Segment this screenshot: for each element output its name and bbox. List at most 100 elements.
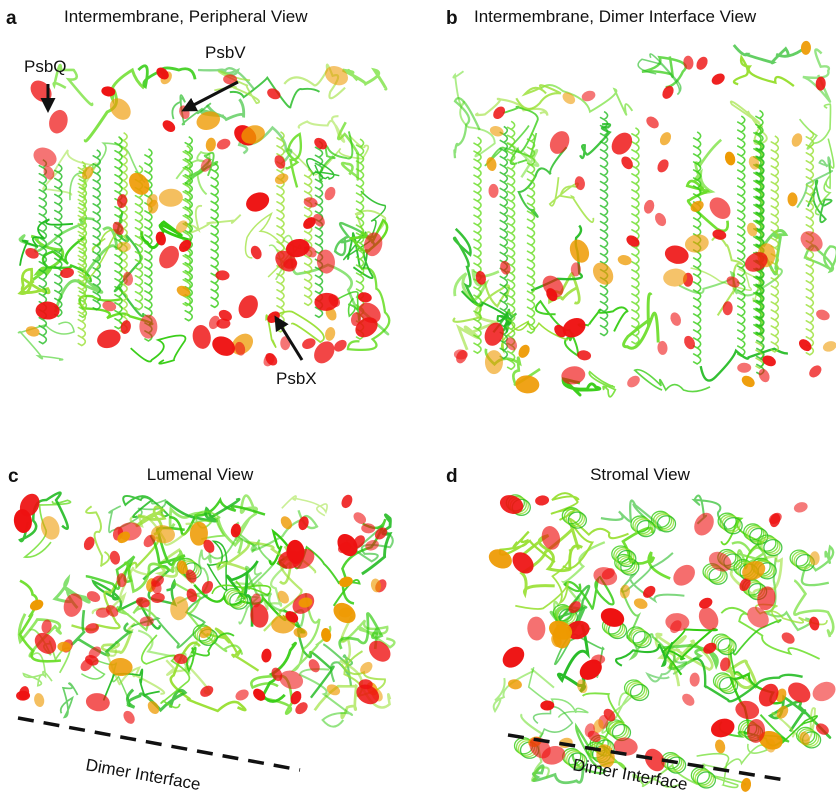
panel-letter: c: [8, 466, 19, 487]
backbone: [734, 57, 794, 86]
annotation: Dimer Interface: [84, 755, 202, 794]
annotation: PsbV: [205, 43, 246, 62]
blob: [26, 76, 56, 106]
backbone: [282, 496, 327, 516]
blob: [46, 108, 70, 136]
blob: [809, 551, 819, 565]
blob: [575, 678, 589, 694]
blob: [546, 128, 573, 158]
backbone: [516, 85, 561, 109]
blob: [155, 242, 183, 272]
backbone: [624, 294, 659, 348]
blob: [589, 259, 618, 289]
blob: [780, 630, 797, 646]
blob: [84, 622, 100, 635]
blob: [821, 339, 836, 353]
blob: [669, 311, 683, 328]
blob: [119, 319, 132, 335]
structures: [13, 41, 836, 793]
blob: [644, 114, 661, 131]
panel-letter: b: [446, 8, 458, 29]
blob: [695, 604, 722, 634]
blob: [655, 157, 671, 174]
panel-letter: d: [446, 466, 458, 487]
blob: [330, 599, 360, 628]
backbone: [131, 335, 186, 363]
blob: [657, 341, 668, 356]
backbone: [550, 177, 594, 222]
backbone: [816, 139, 834, 215]
backbone: [234, 510, 317, 550]
backbone: [800, 104, 831, 149]
helix: [601, 112, 608, 336]
backbone: [104, 669, 160, 700]
annotation: PsbQ: [24, 57, 67, 76]
panel-title: Lumenal View: [147, 465, 254, 484]
blob: [160, 118, 177, 135]
blob: [117, 242, 131, 252]
helix: [145, 149, 152, 341]
blob: [85, 691, 112, 713]
blob: [576, 349, 591, 361]
blob: [694, 55, 710, 72]
blob: [625, 373, 642, 389]
blob: [669, 561, 699, 590]
arrow: [184, 82, 238, 110]
blob: [485, 156, 497, 172]
backbone: [166, 499, 239, 521]
blob: [723, 150, 736, 166]
blob: [663, 268, 688, 288]
blob: [121, 709, 137, 726]
backbone: [23, 653, 52, 686]
blob: [339, 493, 354, 510]
blob: [357, 291, 373, 303]
blob: [261, 648, 273, 663]
blob: [737, 363, 751, 373]
blob: [24, 246, 41, 261]
blob: [234, 687, 251, 702]
blob: [535, 495, 550, 507]
blob: [139, 314, 157, 338]
blob: [815, 308, 832, 322]
panel-letter: a: [6, 8, 17, 29]
helix: [738, 116, 745, 356]
backbone: [731, 620, 781, 679]
blob: [499, 642, 529, 671]
blob: [722, 301, 733, 316]
panel-title: Intermembrane, Dimer Interface View: [474, 7, 757, 26]
blob: [273, 171, 290, 186]
annotation: PsbX: [276, 369, 317, 388]
blob: [273, 153, 288, 170]
blob: [527, 616, 546, 641]
helix: [211, 163, 218, 307]
figure: a Intermembrane, Peripheral View b Inter…: [0, 0, 836, 798]
blob: [689, 672, 700, 687]
blob: [507, 678, 522, 690]
blob: [338, 575, 354, 589]
blob: [109, 550, 122, 566]
backbone: [803, 49, 830, 101]
backbone: [287, 134, 301, 187]
blob: [159, 188, 184, 207]
blob: [33, 692, 45, 708]
blob: [801, 41, 812, 56]
blob: [30, 144, 59, 170]
helix: [474, 137, 481, 353]
blob: [790, 132, 804, 149]
blob: [485, 350, 503, 374]
blob: [332, 337, 349, 354]
backbone: [343, 70, 386, 89]
dimer-interface-line: [18, 718, 300, 770]
blob: [191, 324, 213, 351]
arrow: [276, 318, 302, 360]
page: a Intermembrane, Peripheral View b Inter…: [0, 0, 836, 798]
blob: [680, 691, 697, 708]
backbone: [61, 683, 78, 717]
panel-title: Stromal View: [590, 465, 691, 484]
blob: [787, 192, 797, 206]
blob: [745, 221, 758, 237]
blob: [617, 254, 633, 266]
blob: [682, 334, 697, 351]
blob: [488, 184, 498, 198]
blob: [807, 363, 824, 380]
